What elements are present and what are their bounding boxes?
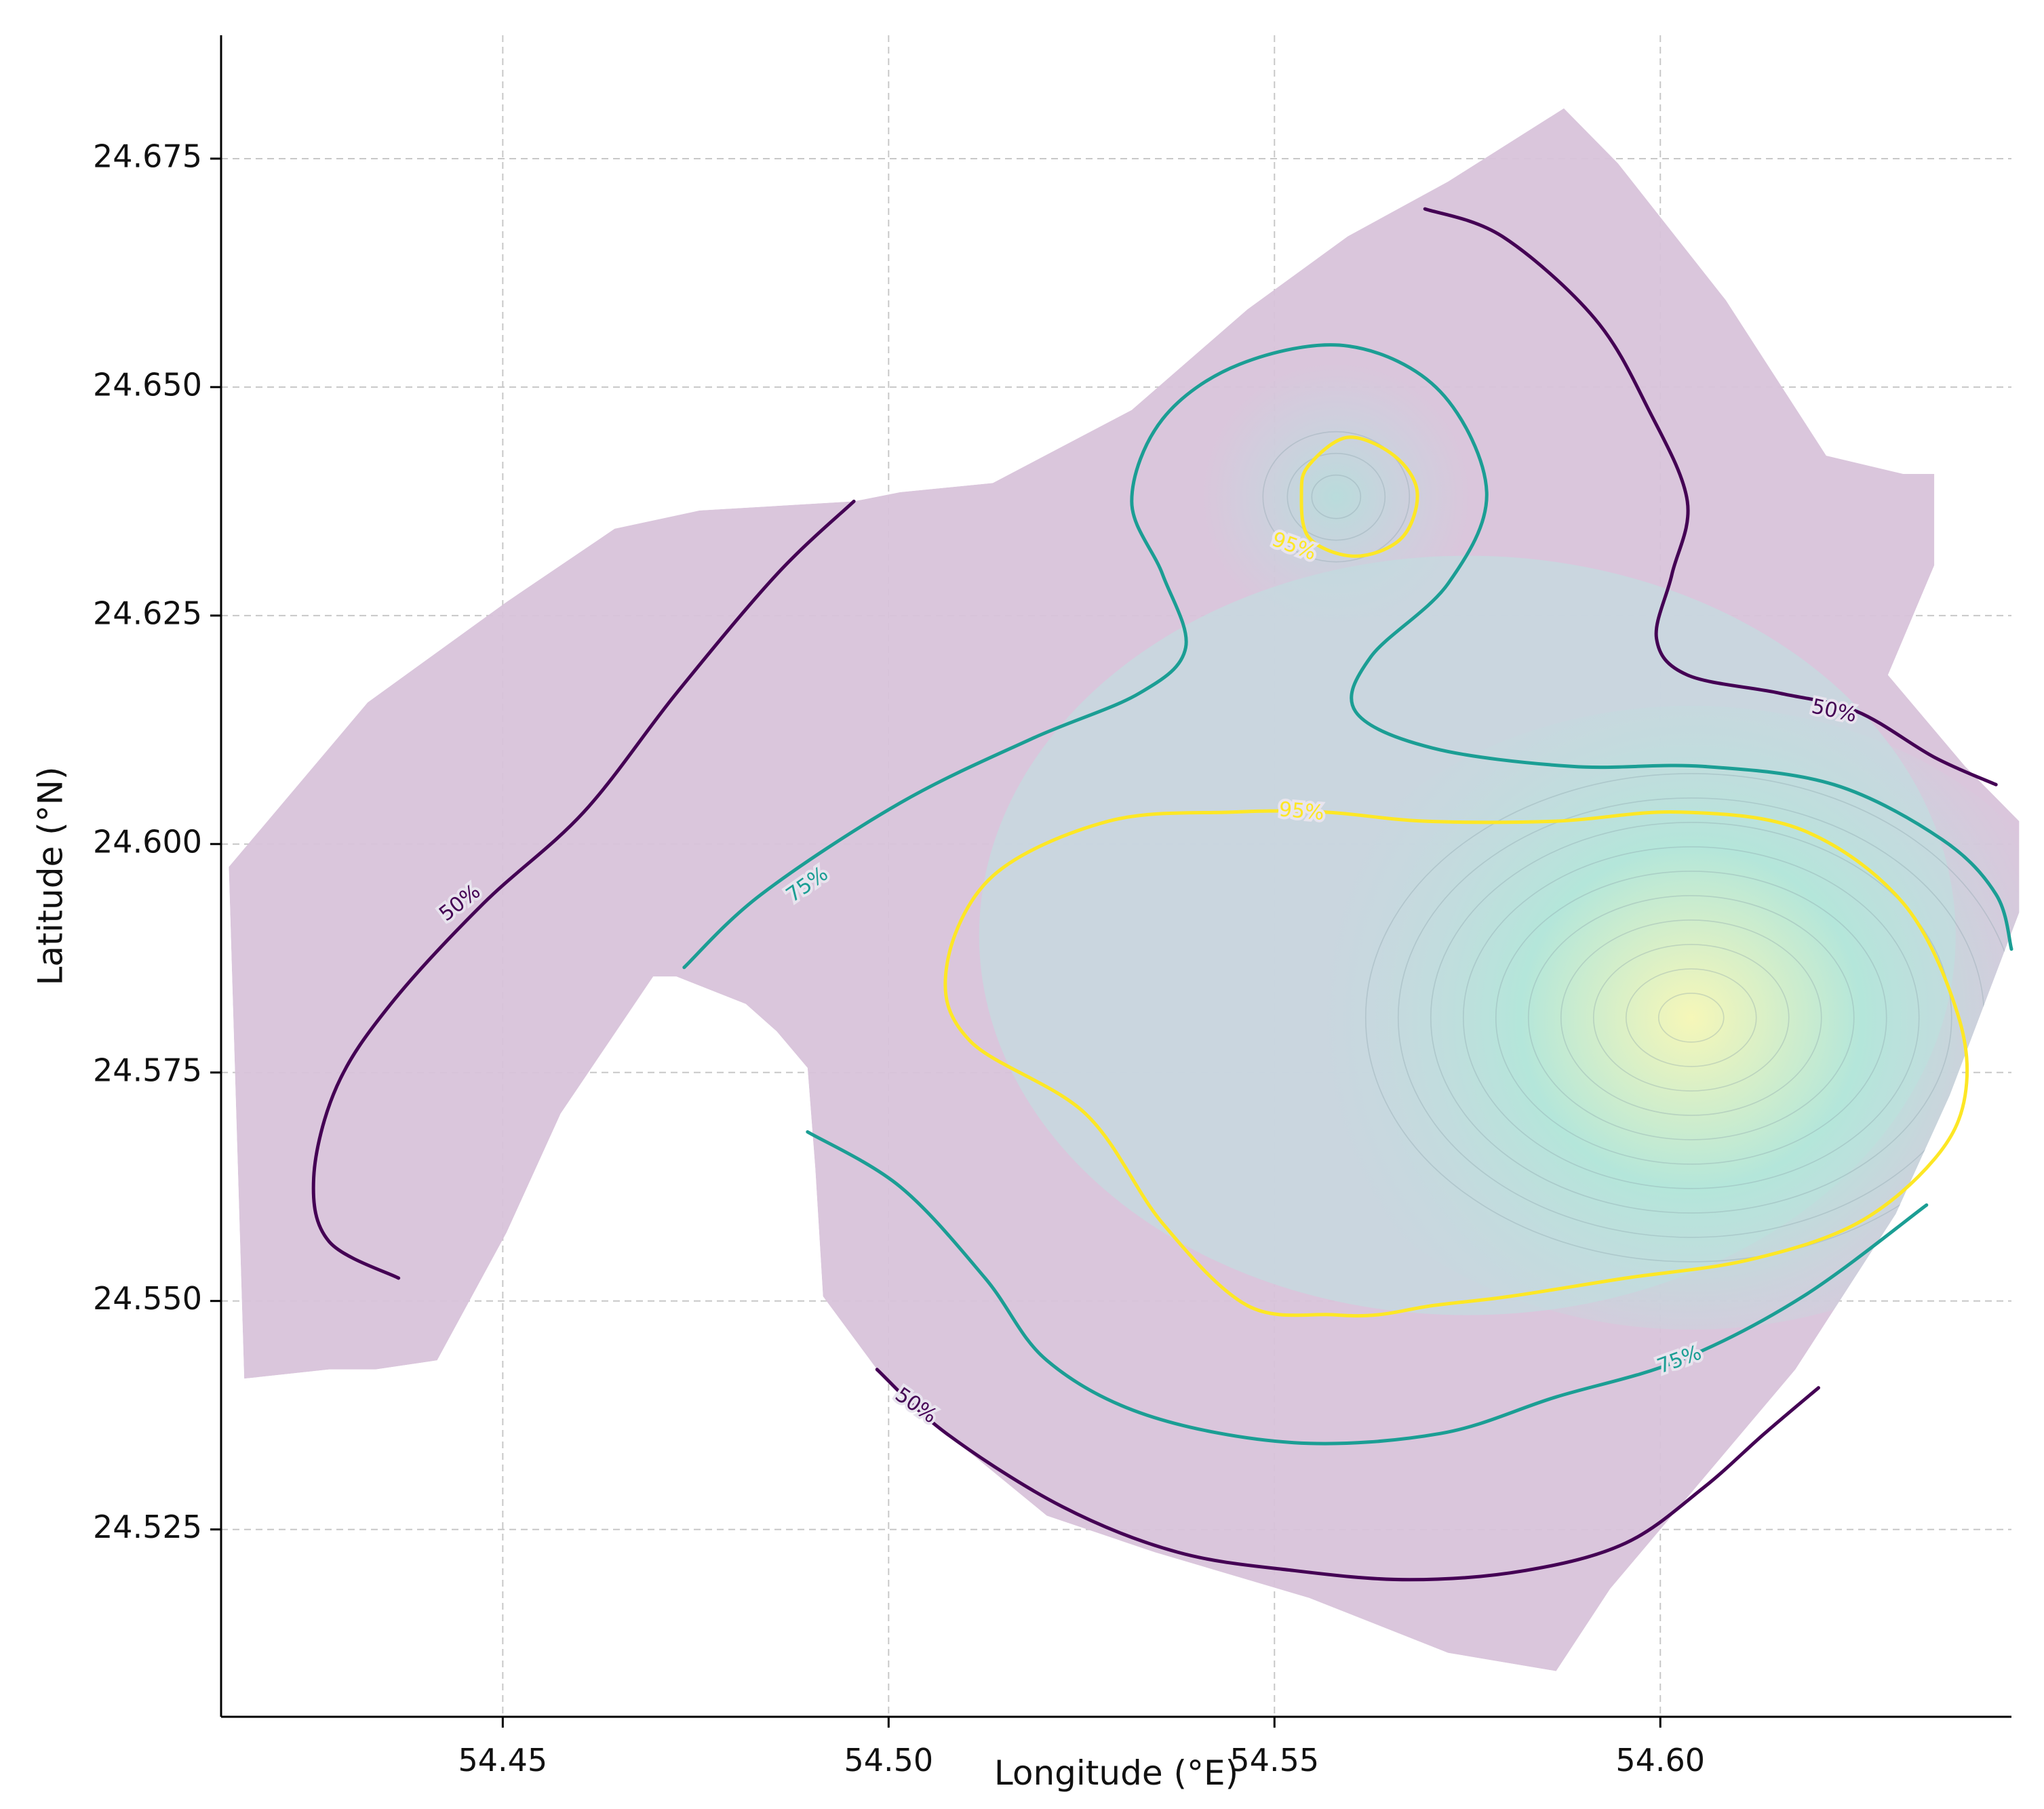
secondary-density-peak <box>1187 361 1486 633</box>
contour-line-50-2 <box>875 1368 1820 1582</box>
thin-contour-secondary-2 <box>1286 452 1386 541</box>
thin-contour-main-4 <box>1560 919 1822 1116</box>
x-tick-label-1: 54.50 <box>844 1742 933 1778</box>
y-tick-label-4: 24.625 <box>93 595 202 631</box>
axes <box>220 35 2011 1718</box>
y-tick-label-2: 24.575 <box>93 1052 202 1088</box>
thin-contour-main-6 <box>1495 871 1887 1165</box>
thin-contour-main-3 <box>1592 944 1790 1092</box>
x-axis-title: Longitude (°E) <box>994 1753 1238 1793</box>
y-tick-label-1: 24.550 <box>93 1280 202 1317</box>
contour-line-50-1 <box>1423 207 1998 787</box>
x-tick-label-3: 54.60 <box>1615 1742 1705 1778</box>
x-tick-label-2: 54.55 <box>1230 1742 1319 1778</box>
ticks: 54.45 54.50 54.55 54.60 24.525 24.550 24.575 24… <box>93 138 1705 1778</box>
contour-line-75-1 <box>806 1130 1929 1446</box>
y-tick-label-3: 24.600 <box>93 823 202 860</box>
thin-contour-secondary-3 <box>1262 431 1411 563</box>
thin-contour-main-1 <box>1657 993 1725 1043</box>
thin-contour-secondary-1 <box>1311 474 1362 519</box>
y-tick-label-6: 24.675 <box>93 138 202 174</box>
contour-line-95-1 <box>943 809 1969 1318</box>
thin-contour-main-7 <box>1462 846 1920 1189</box>
y-tick-label-0: 24.525 <box>93 1509 202 1545</box>
contour-lines <box>311 207 2013 1582</box>
thin-contour-main-2 <box>1625 968 1757 1067</box>
contour-label-95-1: 95% <box>1278 797 1324 825</box>
density-fill <box>229 108 2020 1671</box>
contour-line-75-0 <box>682 343 2013 970</box>
contour-line-95-0 <box>1299 435 1419 558</box>
thin-contour-lines <box>1262 431 2018 1263</box>
x-tick-label-0: 54.45 <box>458 1742 547 1778</box>
y-axis-title: Latitude (°N) <box>31 766 71 985</box>
contour-line-50-0 <box>311 499 856 1280</box>
y-tick-label-5: 24.650 <box>93 366 202 403</box>
thin-contour-main-8 <box>1430 822 1952 1214</box>
main-density-peak <box>1284 705 2020 1330</box>
thin-contour-main-5 <box>1527 895 1855 1140</box>
